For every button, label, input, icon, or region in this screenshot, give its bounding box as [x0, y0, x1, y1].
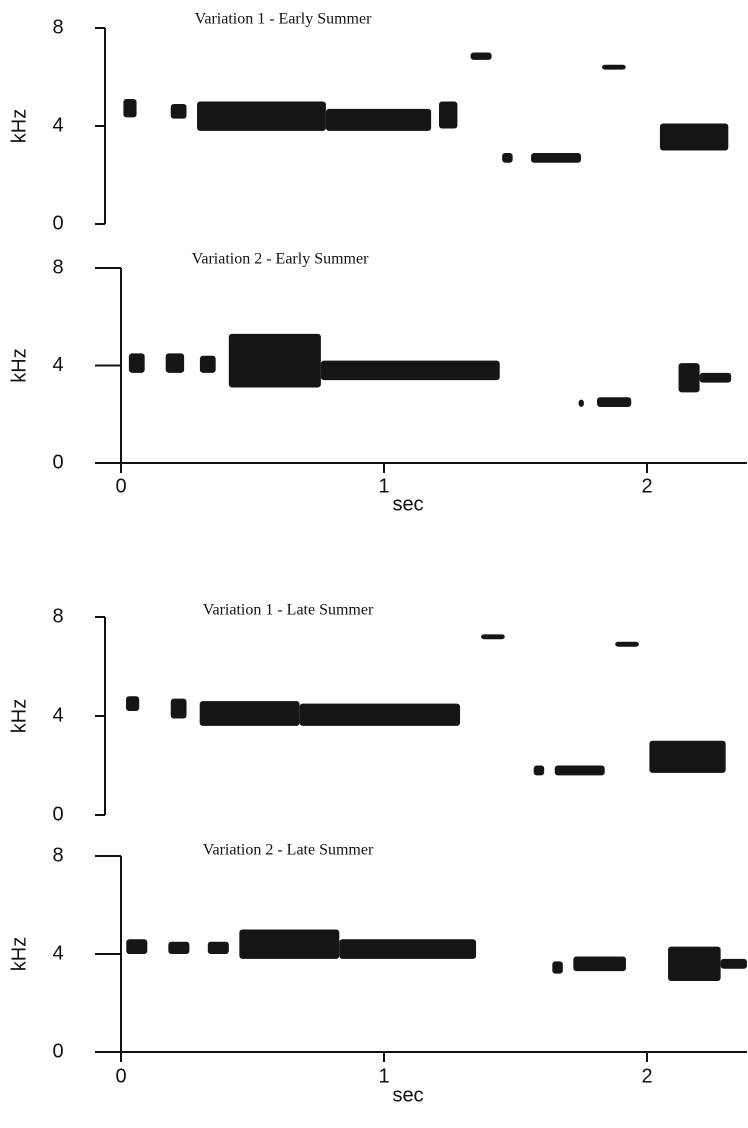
note — [339, 939, 477, 959]
y-tick-label: 4 — [52, 114, 63, 136]
x-axis-label: sec — [392, 1084, 423, 1106]
x-axis-label: sec — [392, 493, 423, 515]
note — [299, 703, 461, 726]
note — [165, 353, 185, 373]
y-tick-label: 4 — [52, 354, 63, 376]
y-tick-label: 4 — [52, 704, 63, 726]
note — [228, 333, 321, 388]
note — [239, 929, 340, 959]
panel-title: Variation 1 - Late Summer — [203, 602, 374, 619]
note — [602, 64, 626, 70]
note — [170, 698, 187, 719]
note — [197, 101, 326, 131]
note — [578, 399, 584, 407]
note — [320, 360, 500, 381]
note — [552, 961, 563, 974]
note — [470, 52, 492, 60]
y-tick-label: 4 — [52, 942, 63, 964]
note — [168, 941, 190, 954]
note — [170, 103, 187, 119]
note — [531, 152, 582, 163]
note — [123, 99, 137, 118]
note — [481, 634, 505, 640]
note — [325, 108, 432, 131]
x-tick-label: 1 — [378, 1065, 389, 1087]
x-tick-label: 1 — [378, 475, 389, 497]
y-tick-label: 0 — [52, 212, 63, 234]
panel-title: Variation 2 - Early Summer — [192, 251, 370, 268]
y-tick-label: 8 — [52, 16, 63, 38]
note — [615, 641, 639, 647]
panel-title: Variation 1 - Early Summer — [195, 11, 373, 28]
note — [207, 941, 229, 954]
y-tick-label: 0 — [52, 1040, 63, 1062]
x-tick-label: 0 — [115, 475, 126, 497]
note — [126, 696, 140, 712]
note — [649, 740, 726, 773]
y-axis-label: kHz — [8, 699, 30, 733]
note — [699, 372, 732, 383]
note — [126, 939, 148, 954]
x-tick-label: 2 — [641, 1065, 652, 1087]
note — [199, 355, 216, 373]
note — [678, 363, 700, 393]
note — [502, 152, 513, 163]
x-tick-label: 0 — [115, 1065, 126, 1087]
y-tick-label: 0 — [52, 451, 63, 473]
note — [554, 765, 605, 776]
note — [533, 765, 545, 776]
note — [199, 701, 300, 726]
note — [659, 123, 729, 151]
y-tick-label: 8 — [52, 605, 63, 627]
note — [720, 958, 747, 969]
y-axis-label: kHz — [8, 937, 30, 971]
panel-title: Variation 2 - Late Summer — [203, 842, 374, 859]
y-axis-label: kHz — [8, 109, 30, 143]
y-tick-label: 0 — [52, 803, 63, 825]
y-tick-label: 8 — [52, 256, 63, 278]
note — [439, 101, 458, 129]
x-tick-label: 2 — [641, 475, 652, 497]
y-axis-label: kHz — [8, 348, 30, 382]
note — [597, 397, 632, 407]
y-tick-label: 8 — [52, 844, 63, 866]
note — [573, 956, 626, 972]
note — [668, 946, 721, 981]
note — [128, 353, 145, 373]
